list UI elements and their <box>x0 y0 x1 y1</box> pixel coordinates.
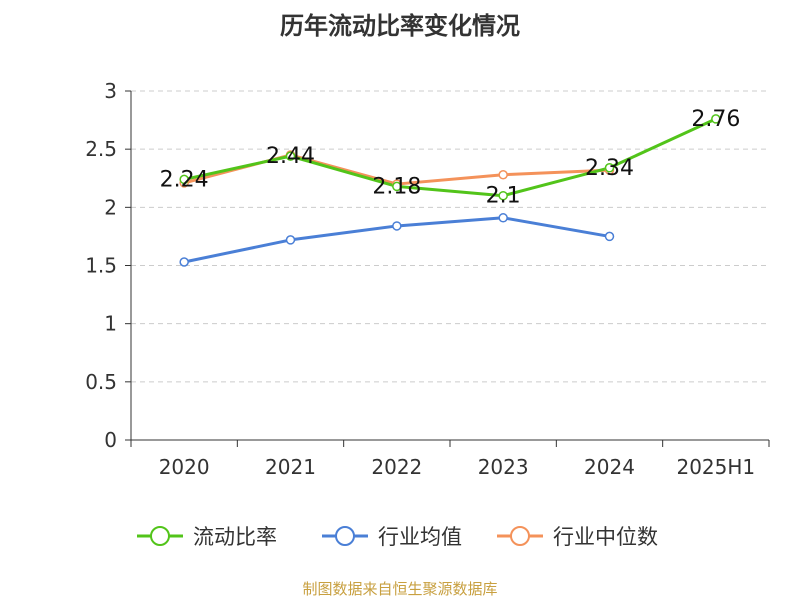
legend-marker <box>150 526 170 546</box>
y-tick-label: 0.5 <box>85 370 117 394</box>
y-tick-label: 3 <box>104 79 117 103</box>
data-label: 2.76 <box>691 107 740 132</box>
axes: 0 0.5 1 1.5 2 2.5 3 2020 2021 2022 2023 2024 2025H1 <box>85 79 770 479</box>
y-tick-label: 1.5 <box>85 254 117 278</box>
x-tick-label: 2023 <box>478 455 529 479</box>
legend-label: 行业中位数 <box>553 525 658 549</box>
chart-title: 历年流动比率变化情况 <box>280 12 520 40</box>
legend-marker <box>510 526 530 546</box>
series-lines <box>182 117 718 264</box>
data-point <box>179 257 189 267</box>
data-points <box>179 114 721 267</box>
data-point <box>392 181 402 192</box>
data-labels: 2.24 2.44 2.18 2.1 2.34 2.76 <box>160 107 741 209</box>
y-tick-label: 1 <box>104 312 117 336</box>
source-footer: 制图数据来自恒生聚源数据库 <box>302 580 498 598</box>
y-tick-label: 2 <box>104 195 117 219</box>
data-point <box>604 231 615 242</box>
data-label: 2.34 <box>585 156 634 181</box>
data-point <box>711 114 721 124</box>
data-point <box>179 174 189 185</box>
data-label: 2.44 <box>266 144 315 169</box>
legend-label: 行业均值 <box>378 525 462 549</box>
data-label: 2.18 <box>372 174 421 199</box>
grid-lines <box>131 90 769 383</box>
x-tick-label: 2020 <box>159 455 210 479</box>
data-point <box>285 235 296 245</box>
data-point <box>285 151 296 161</box>
y-tick-label: 0 <box>104 428 117 452</box>
legend-marker <box>335 526 355 546</box>
x-tick-label: 2025H1 <box>676 455 755 479</box>
y-tick-label: 2.5 <box>85 137 117 161</box>
x-tick-label: 2021 <box>265 455 316 479</box>
series-line <box>182 117 718 198</box>
data-point <box>498 190 508 201</box>
legend-label: 流动比率 <box>193 525 277 549</box>
data-point <box>498 213 508 223</box>
data-point <box>604 163 615 173</box>
x-tick-label: 2022 <box>371 455 422 479</box>
data-label: 2.24 <box>160 167 209 192</box>
data-point <box>498 170 508 180</box>
legend: 流动比率 行业均值 行业中位数 <box>137 525 658 549</box>
data-point <box>392 221 402 231</box>
data-label: 2.1 <box>486 184 521 209</box>
x-tick-label: 2024 <box>584 455 635 479</box>
